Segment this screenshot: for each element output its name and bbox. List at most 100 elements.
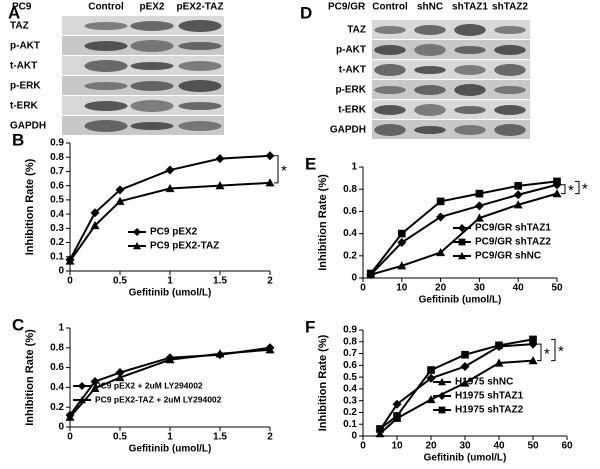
data-point: [392, 399, 402, 409]
data-point: [165, 184, 175, 193]
blot-band: [84, 101, 128, 111]
series-line: [370, 192, 558, 276]
legend-marker: [133, 228, 141, 236]
row-label: t-AKT: [10, 61, 37, 72]
x-tick-label: 2: [267, 432, 273, 443]
legend-label: PC9/GR shTAZ1: [475, 223, 551, 234]
blot-strip: [372, 120, 530, 139]
row-label: t-ERK: [10, 101, 39, 112]
x-tick-label: 50: [527, 441, 539, 452]
row-label: p-ERK: [335, 85, 366, 96]
y-tick-label: 0.4: [50, 209, 64, 220]
significance-bracket: [537, 343, 542, 362]
x-tick-label: 10: [391, 441, 403, 452]
y-tick-label: 0: [58, 266, 64, 277]
x-axis-label: Gefitinib (umol/L): [129, 444, 212, 455]
blot-band: [494, 105, 526, 115]
y-axis-label: Inhibition Rate (%): [317, 334, 329, 431]
cell-line: PC9/GR: [328, 2, 366, 13]
data-point: [65, 256, 75, 265]
x-tick-label: 10: [396, 283, 408, 294]
y-tick-label: 0.7: [343, 348, 357, 359]
blot-band: [130, 122, 174, 130]
legend-label: PC9 pEX2: [150, 227, 198, 238]
legend-marker: [438, 392, 446, 400]
data-point: [460, 378, 470, 387]
y-tick-label: 0.8: [50, 152, 64, 163]
series-line: [370, 183, 558, 276]
legend-marker: [438, 406, 446, 414]
blot-strip: [372, 100, 530, 119]
data-point: [397, 237, 407, 247]
x-tick-label: 0: [67, 432, 73, 443]
series-line: [369, 180, 558, 275]
blot-band: [494, 124, 526, 136]
x-tick-label: 60: [561, 441, 573, 452]
legend-marker: [438, 378, 446, 386]
y-tick-label: 0.6: [343, 360, 357, 371]
y-tick-label: 0.8: [343, 184, 357, 195]
data-point: [514, 182, 523, 190]
blot-strip: [372, 80, 530, 99]
data-point: [461, 350, 469, 359]
series-line: [379, 343, 534, 431]
panel-label: F: [305, 317, 315, 336]
row-label: GAPDH: [10, 121, 46, 132]
data-point: [165, 355, 175, 364]
x-axis-label: Gefitinib (umol/L): [129, 288, 212, 299]
blot-band: [84, 120, 128, 132]
blot-band: [178, 121, 222, 131]
data-point: [115, 373, 125, 382]
data-point: [215, 181, 225, 190]
significance-mark: *: [568, 182, 574, 199]
data-point: [376, 425, 384, 433]
data-point: [528, 356, 538, 365]
row-label: t-AKT: [339, 65, 366, 76]
series-line: [69, 348, 271, 418]
data-point: [265, 178, 275, 187]
significance-mark: *: [544, 345, 550, 362]
legend-label: H1975 shTAZ2: [455, 405, 524, 416]
blot-band: [414, 126, 446, 134]
data-point: [65, 412, 75, 421]
lane-label: Control: [88, 2, 124, 13]
data-point: [90, 220, 100, 230]
data-point: [495, 341, 503, 350]
y-tick-label: 0.5: [50, 195, 64, 206]
legend-marker: [78, 382, 86, 390]
x-tick-label: 50: [551, 283, 563, 294]
legend-label: H1975 shTAZ1: [455, 391, 524, 402]
data-point: [474, 213, 484, 222]
blot-strip: [372, 20, 530, 39]
x-tick-label: 2: [267, 276, 273, 287]
y-tick-label: 0.2: [343, 250, 357, 261]
data-point: [426, 394, 436, 404]
legend-label: PC9 pEX2-TAZ + 2uM LY294002: [95, 394, 222, 404]
data-point: [426, 373, 436, 383]
blot-band: [374, 26, 406, 34]
significance-bracket: [575, 180, 580, 195]
x-tick-label: 0.5: [113, 276, 127, 287]
x-axis-label: Gefitinib (umol/L): [424, 453, 507, 464]
blot-band: [84, 82, 128, 90]
y-tick-label: 1: [351, 162, 357, 173]
x-tick-label: 1: [167, 432, 173, 443]
blot-band: [84, 60, 128, 72]
legend-marker: [458, 252, 466, 260]
data-point: [513, 190, 523, 200]
data-point: [427, 366, 435, 374]
data-point: [460, 362, 470, 372]
legend-label: PC9/GR shTAZ2: [475, 237, 551, 248]
legend-label: PC9 pEX2-TAZ: [150, 241, 219, 252]
data-point: [90, 383, 100, 392]
cell-line: PC9: [12, 2, 32, 13]
lane-label: shNC: [417, 2, 443, 13]
blot-band: [178, 20, 222, 32]
data-point: [265, 151, 275, 161]
y-tick-label: 0.2: [50, 402, 64, 413]
x-tick-label: 1.5: [213, 276, 227, 287]
lane-label: Control: [372, 2, 408, 13]
legend-marker: [458, 238, 466, 246]
legend-label: PC9/GR shNC: [475, 251, 541, 262]
data-point: [265, 345, 275, 354]
